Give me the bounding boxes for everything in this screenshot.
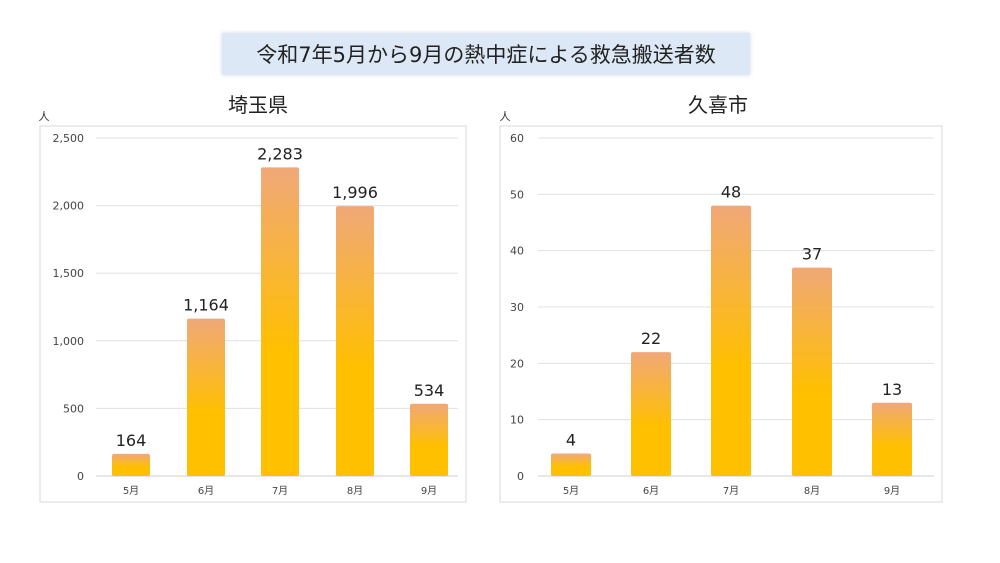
- bar-3: [711, 205, 751, 476]
- bar-4: [336, 206, 374, 476]
- y-tick-label: 1,000: [53, 335, 85, 348]
- y-axis-unit: 人: [39, 110, 50, 123]
- data-label: 37: [802, 245, 822, 264]
- data-label: 1,996: [332, 183, 378, 202]
- bar-1: [112, 453, 150, 476]
- data-label: 48: [721, 183, 741, 202]
- y-axis-unit: 人: [500, 110, 511, 123]
- y-tick-label: 50: [510, 188, 524, 201]
- x-tick-label: 9月: [421, 485, 437, 497]
- y-tick-label: 30: [510, 301, 524, 314]
- data-label: 4: [566, 430, 576, 449]
- y-tick-label: 2,000: [53, 200, 85, 213]
- x-tick-label: 7月: [723, 485, 739, 497]
- bar-2: [631, 352, 671, 476]
- chart-title: 久喜市: [688, 93, 748, 117]
- x-tick-label: 8月: [804, 485, 820, 497]
- x-tick-label: 7月: [272, 485, 288, 497]
- x-tick-label: 9月: [884, 485, 900, 497]
- chart-area: [39, 125, 467, 503]
- bar-2: [187, 318, 225, 476]
- chart-title: 埼玉県: [228, 93, 288, 117]
- y-tick-label: 0: [517, 470, 524, 483]
- data-label: 2,283: [257, 144, 303, 163]
- y-tick-label: 0: [77, 470, 84, 483]
- data-label: 534: [414, 381, 445, 400]
- y-tick-label: 60: [510, 132, 524, 145]
- data-label: 164: [116, 431, 147, 450]
- bar-3: [261, 167, 299, 477]
- y-tick-label: 2,500: [53, 132, 85, 145]
- data-label: 1,164: [183, 296, 229, 315]
- bar-4: [792, 267, 832, 476]
- bar-5: [872, 402, 912, 476]
- y-tick-label: 40: [510, 245, 524, 258]
- x-tick-label: 5月: [123, 485, 139, 497]
- data-label: 13: [882, 380, 902, 399]
- y-tick-label: 1,500: [53, 267, 85, 280]
- bar-5: [410, 403, 448, 476]
- x-tick-label: 5月: [563, 485, 579, 497]
- data-label: 22: [641, 329, 661, 348]
- x-tick-label: 8月: [347, 485, 363, 497]
- x-tick-label: 6月: [198, 485, 214, 497]
- bar-1: [551, 453, 591, 476]
- page-title: 令和7年5月から9月の熱中症による救急搬送者数: [222, 33, 750, 75]
- y-tick-label: 500: [63, 402, 84, 415]
- y-tick-label: 10: [510, 414, 524, 427]
- x-tick-label: 6月: [643, 485, 659, 497]
- y-tick-label: 20: [510, 357, 524, 370]
